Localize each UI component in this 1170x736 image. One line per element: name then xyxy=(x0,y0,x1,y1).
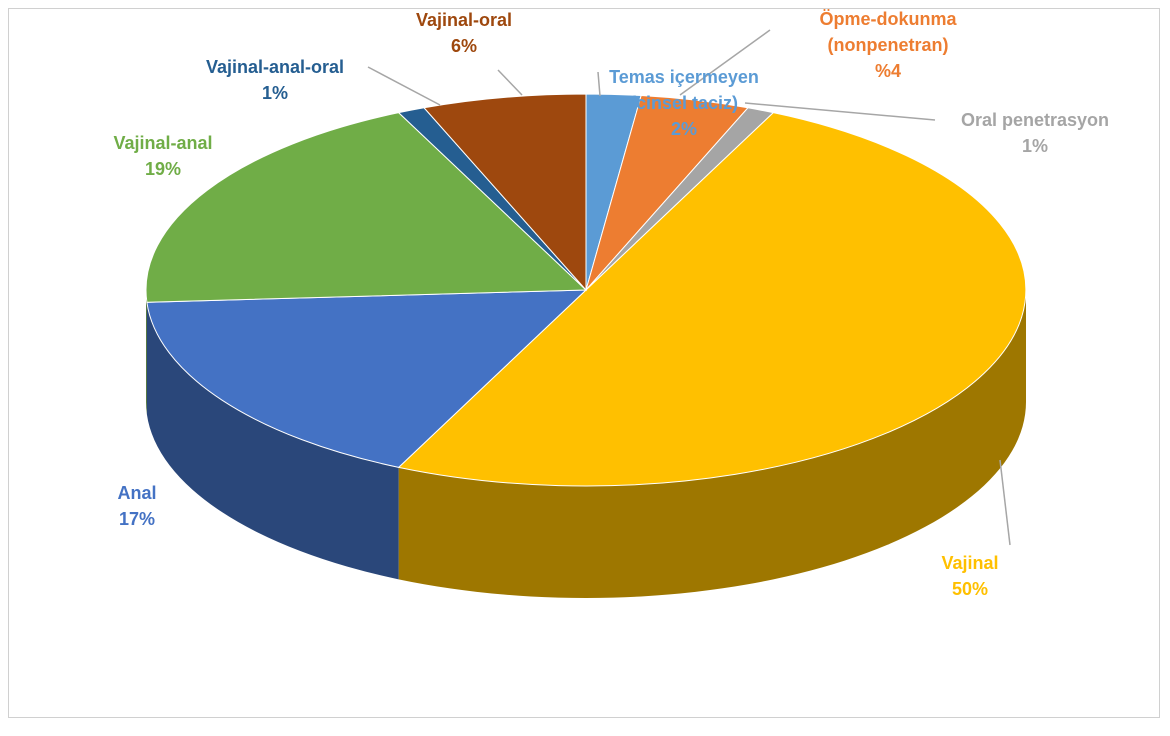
category-label: Oral penetrasyon xyxy=(960,110,1110,130)
value-label: 17% xyxy=(118,509,156,529)
category-label: Vajinal-anal xyxy=(113,133,213,153)
leader-line xyxy=(367,66,441,106)
slice xyxy=(423,93,587,292)
chart-frame xyxy=(8,8,1160,718)
slice-side xyxy=(146,302,399,580)
data-label: Öpme-dokunma (nonpenetran) %4 xyxy=(803,6,973,84)
value-label: 1% xyxy=(261,83,288,103)
value-label: 6% xyxy=(450,36,478,56)
category-label: Öpme-dokunma (nonpenetran) xyxy=(819,9,957,55)
category-label: Temas içermeyen (cinsel taciz) xyxy=(609,67,759,113)
data-label: Vajinal-oral 6% xyxy=(416,7,512,59)
leader-line xyxy=(679,29,771,96)
category-label: Vajinal-anal-oral xyxy=(205,57,345,77)
value-label: %4 xyxy=(874,61,901,81)
value-label: 19% xyxy=(144,159,182,179)
value-label: 1% xyxy=(1021,136,1048,156)
leader-line xyxy=(597,71,601,97)
value-label: 2% xyxy=(670,119,697,139)
data-label: Oral penetrasyon 1% xyxy=(961,107,1109,159)
slice xyxy=(145,112,588,303)
slice-side xyxy=(398,290,1026,599)
category-label: Vajinal xyxy=(941,553,999,573)
leader-line xyxy=(999,459,1011,546)
slice-side xyxy=(146,290,147,415)
value-label: 50% xyxy=(951,579,989,599)
data-label: Vajinal 50% xyxy=(941,550,998,602)
slice xyxy=(146,289,588,468)
data-label: Temas içermeyen (cinsel taciz) 2% xyxy=(599,64,769,142)
category-label: Vajinal-oral xyxy=(415,10,513,30)
slice xyxy=(397,112,1027,487)
data-label: Anal 17% xyxy=(117,480,156,532)
data-label: Vajinal-anal 19% xyxy=(113,130,212,182)
leader-line xyxy=(744,102,936,121)
category-label: Anal xyxy=(117,483,157,503)
data-label: Vajinal-anal-oral 1% xyxy=(206,54,344,106)
leader-line xyxy=(497,69,523,96)
